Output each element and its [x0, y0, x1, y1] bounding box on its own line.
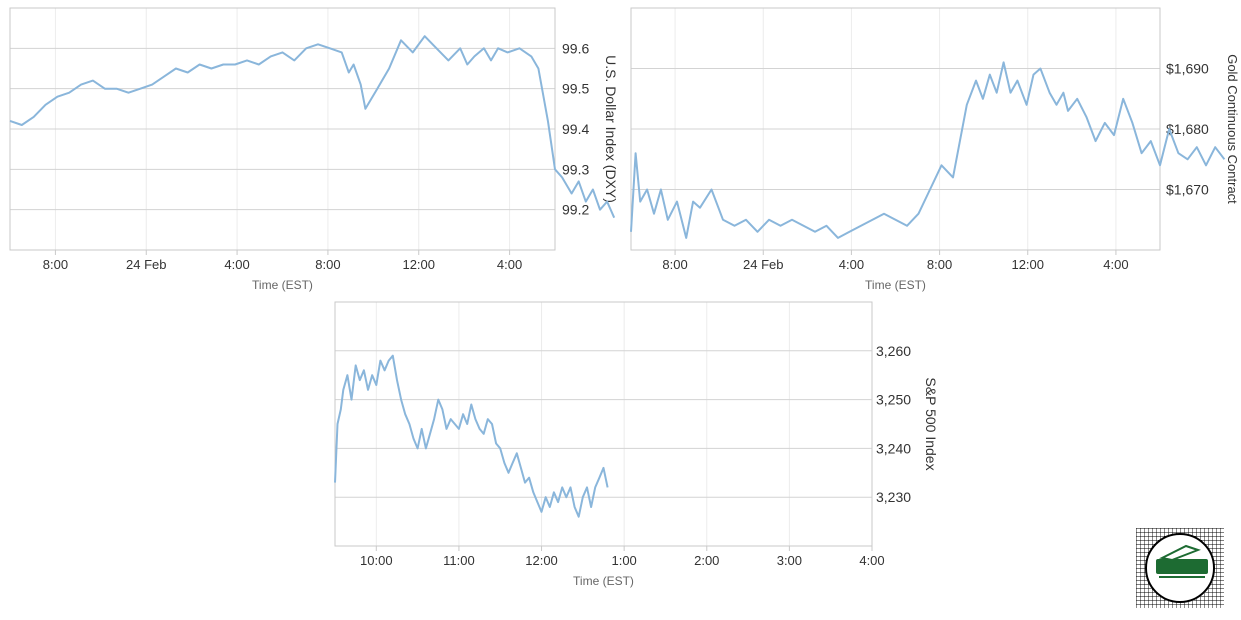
- x-tick-label: 4:00: [497, 257, 522, 272]
- x-tick-label: 8:00: [315, 257, 340, 272]
- series-line: [630, 61, 1226, 239]
- y-tick-label: 3,230: [876, 489, 911, 505]
- x-tick-label: 24 Feb: [126, 257, 166, 272]
- spx-chart: 3,260 3,250 3,240 3,230 10:00 11:00 12:00 1:00 2…: [320, 298, 960, 598]
- series-line: [334, 354, 609, 518]
- y-axis-title: S&P 500 Index: [923, 377, 939, 470]
- x-axis-title: Time (EST): [573, 574, 634, 588]
- chart-svg: 3,260 3,250 3,240 3,230 10:00 11:00 12:00 1:00 2…: [334, 301, 939, 588]
- x-tick-label: 2:00: [694, 553, 719, 568]
- y-tick-label: 3,260: [876, 343, 911, 359]
- x-axis-title: Time (EST): [252, 278, 313, 292]
- x-tick-label: 8:00: [43, 257, 68, 272]
- x-tick-label: 12:00: [525, 553, 558, 568]
- x-tick-label: 4:00: [1103, 257, 1128, 272]
- y-axis-title: Gold Continuous Contract: [1225, 54, 1240, 204]
- plot-frame: [630, 7, 1161, 251]
- x-tick-label: 11:00: [443, 553, 475, 568]
- x-tick-label: 24 Feb: [743, 257, 783, 272]
- y-tick-label: $1,670: [1166, 182, 1209, 198]
- y-tick-label: 3,240: [876, 440, 911, 456]
- y-tick-label: 99.3: [562, 161, 589, 177]
- dxy-chart: 99.6 99.5 99.4 99.3 99.2 8:00 24 Feb 4:00 8:00 12…: [0, 0, 620, 300]
- x-tick-label: 4:00: [224, 257, 249, 272]
- wall-st-logo: [1136, 528, 1224, 608]
- plot-frame: [334, 301, 873, 547]
- y-tick-label: 99.2: [562, 202, 589, 218]
- x-tick-label: 1:00: [611, 553, 636, 568]
- plot-frame: [9, 7, 556, 251]
- x-tick-label: 4:00: [859, 553, 884, 568]
- y-tick-label: 3,250: [876, 392, 911, 408]
- x-tick-label: 4:00: [839, 257, 864, 272]
- y-axis-title: U.S. Dollar Index (DXY): [603, 55, 619, 203]
- x-tick-label: 3:00: [777, 553, 802, 568]
- x-axis-title: Time (EST): [865, 278, 926, 292]
- chart-svg: 99.6 99.5 99.4 99.3 99.2 8:00 24 Feb 4:00 8:00 12…: [9, 7, 619, 292]
- x-tick-label: 12:00: [402, 257, 435, 272]
- y-tick-label: $1,690: [1166, 61, 1209, 77]
- y-tick-label: $1,680: [1166, 121, 1209, 137]
- x-tick-label: 8:00: [927, 257, 952, 272]
- chart-svg: $1,690 $1,680 $1,670 8:00 24 Feb 4:00 8:00 12:0…: [630, 7, 1240, 292]
- gold-chart: $1,690 $1,680 $1,670 8:00 24 Feb 4:00 8:00 12:0…: [620, 0, 1241, 300]
- series-line: [9, 35, 616, 219]
- y-tick-label: 99.6: [562, 40, 589, 56]
- x-tick-label: 10:00: [360, 553, 393, 568]
- y-tick-label: 99.4: [562, 121, 589, 137]
- x-tick-label: 12:00: [1011, 257, 1044, 272]
- y-tick-label: 99.5: [562, 81, 589, 97]
- x-tick-label: 8:00: [662, 257, 687, 272]
